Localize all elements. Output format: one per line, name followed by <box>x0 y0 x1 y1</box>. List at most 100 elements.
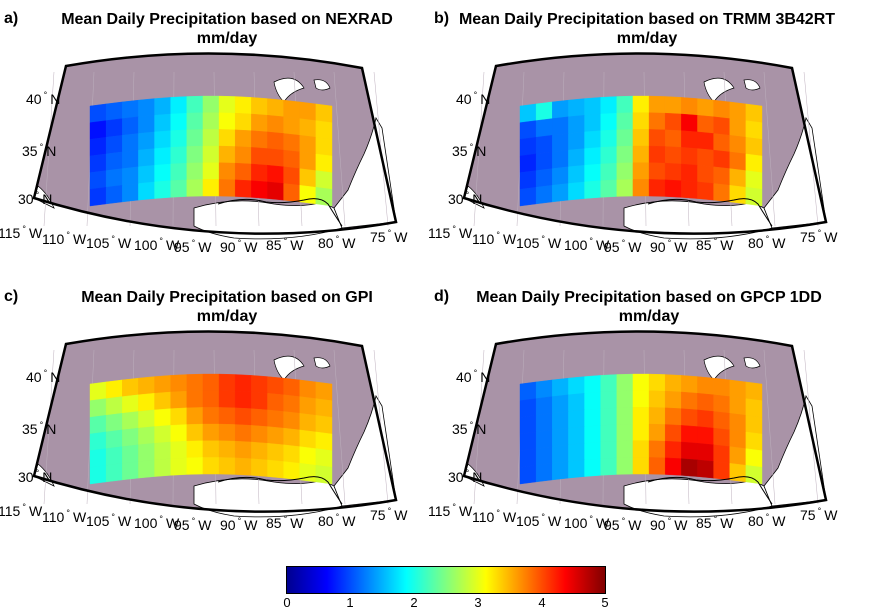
precip-cell <box>299 463 317 483</box>
precip-cell <box>584 425 601 444</box>
precip-cell <box>122 427 139 447</box>
precip-cell <box>713 427 730 447</box>
precip-cell <box>713 149 730 169</box>
precip-cell <box>713 377 730 397</box>
precip-cell <box>105 118 123 138</box>
longitude-label: 100 ° W <box>134 514 180 531</box>
precip-cell <box>315 137 333 157</box>
precip-cell <box>681 180 698 199</box>
precip-cell <box>122 183 139 203</box>
precip-cell <box>170 457 187 476</box>
precip-cell <box>251 180 268 199</box>
precip-cell <box>568 115 585 134</box>
precip-cell <box>713 444 730 464</box>
precip-cell <box>186 95 204 114</box>
great-lakes <box>743 357 761 369</box>
precip-cell <box>535 446 553 466</box>
precip-cell <box>105 429 123 449</box>
precip-cell <box>299 118 317 138</box>
precip-cell <box>89 120 107 140</box>
precip-cell <box>299 396 317 416</box>
precip-cell <box>729 413 747 433</box>
precip-cell <box>267 148 284 168</box>
precip-cell <box>648 179 666 197</box>
precip-cell <box>535 101 553 121</box>
precip-cell <box>89 381 107 401</box>
precip-cell <box>616 162 634 181</box>
precip-cell <box>235 440 252 459</box>
precip-cell <box>299 168 317 188</box>
precip-cell <box>632 112 650 130</box>
panel-letter: c) <box>4 288 19 305</box>
precip-cell <box>745 465 763 485</box>
precip-cell <box>251 425 268 444</box>
precip-cell <box>315 465 333 485</box>
precip-cell <box>202 407 220 425</box>
precip-cell <box>681 425 698 444</box>
precip-cell <box>745 187 763 207</box>
map-frame <box>462 330 828 513</box>
meridian <box>763 349 776 505</box>
precip-cell <box>632 407 650 425</box>
precip-cell <box>697 115 714 134</box>
precip-cell <box>202 373 220 391</box>
precip-cell <box>218 390 236 409</box>
precip-cell <box>267 98 284 118</box>
longitude-label: 90 ° W <box>650 238 688 255</box>
title-line: Mean Daily Precipitation based on GPI <box>81 289 373 306</box>
precip-cell <box>568 131 585 151</box>
precip-cell <box>568 459 585 479</box>
longitude-label: 75 ° W <box>800 228 838 245</box>
precip-cell <box>299 413 317 433</box>
precip-cell <box>568 426 585 446</box>
map-d: 40 ° N 35 ° N 30 ° N 115 ° W 110 ° W 105 ° W 100 ° W95 ° W 90 ° W… <box>428 330 838 533</box>
precip-cell <box>283 427 300 447</box>
precip-cell <box>745 398 763 418</box>
precip-cell <box>186 145 204 164</box>
precip-cell <box>697 409 714 429</box>
precip-cell <box>299 151 317 171</box>
precip-cell <box>519 120 537 140</box>
precip-cell <box>105 185 123 205</box>
precip-cell <box>729 379 747 399</box>
precip-cell <box>218 423 236 442</box>
precip-cell <box>122 444 139 464</box>
precip-cell <box>105 463 123 483</box>
precip-cell <box>568 393 585 412</box>
great-lakes <box>313 79 331 91</box>
precip-cell <box>170 129 187 148</box>
precip-cell <box>267 131 284 151</box>
precip-cell <box>235 129 252 148</box>
colorbar-tick: 3 <box>474 595 482 610</box>
precip-cell <box>235 112 252 131</box>
precip-cell <box>681 441 698 461</box>
panel-letter: a) <box>4 10 19 27</box>
longitude-label: 110 ° W <box>472 508 517 525</box>
precip-cell <box>552 394 569 414</box>
precip-cell <box>154 97 171 116</box>
precip-cell <box>648 112 666 131</box>
map-b: 40 ° N 35 ° N 30 ° N 115 ° W 110 ° W 105 ° W 100 ° W95 ° W 90 ° W… <box>428 52 838 255</box>
precip-cell <box>283 411 300 431</box>
title-line: Mean Daily Precipitation based on NEXRAD <box>61 11 393 28</box>
latitude-label: 30 ° N <box>448 468 482 485</box>
precip-cell <box>519 448 537 468</box>
precip-cell <box>665 407 682 426</box>
precip-cell <box>315 103 333 123</box>
longitude-label: 100 ° W <box>564 514 610 531</box>
precip-cell <box>267 165 284 184</box>
precip-cell <box>122 99 139 119</box>
precip-cell <box>283 133 300 153</box>
precip-cell <box>729 396 747 416</box>
precip-cell <box>299 135 317 155</box>
precip-cell <box>584 441 601 461</box>
longitude-label: 85 ° W <box>266 514 304 531</box>
precip-cell <box>600 179 617 198</box>
precip-cell <box>632 129 650 147</box>
precip-cell <box>122 377 139 397</box>
longitude-label: 95 ° W <box>604 238 642 255</box>
meridian <box>333 71 346 227</box>
precip-cell <box>315 381 333 401</box>
precip-cell <box>648 162 666 181</box>
longitude-label: 75 ° W <box>800 506 838 523</box>
